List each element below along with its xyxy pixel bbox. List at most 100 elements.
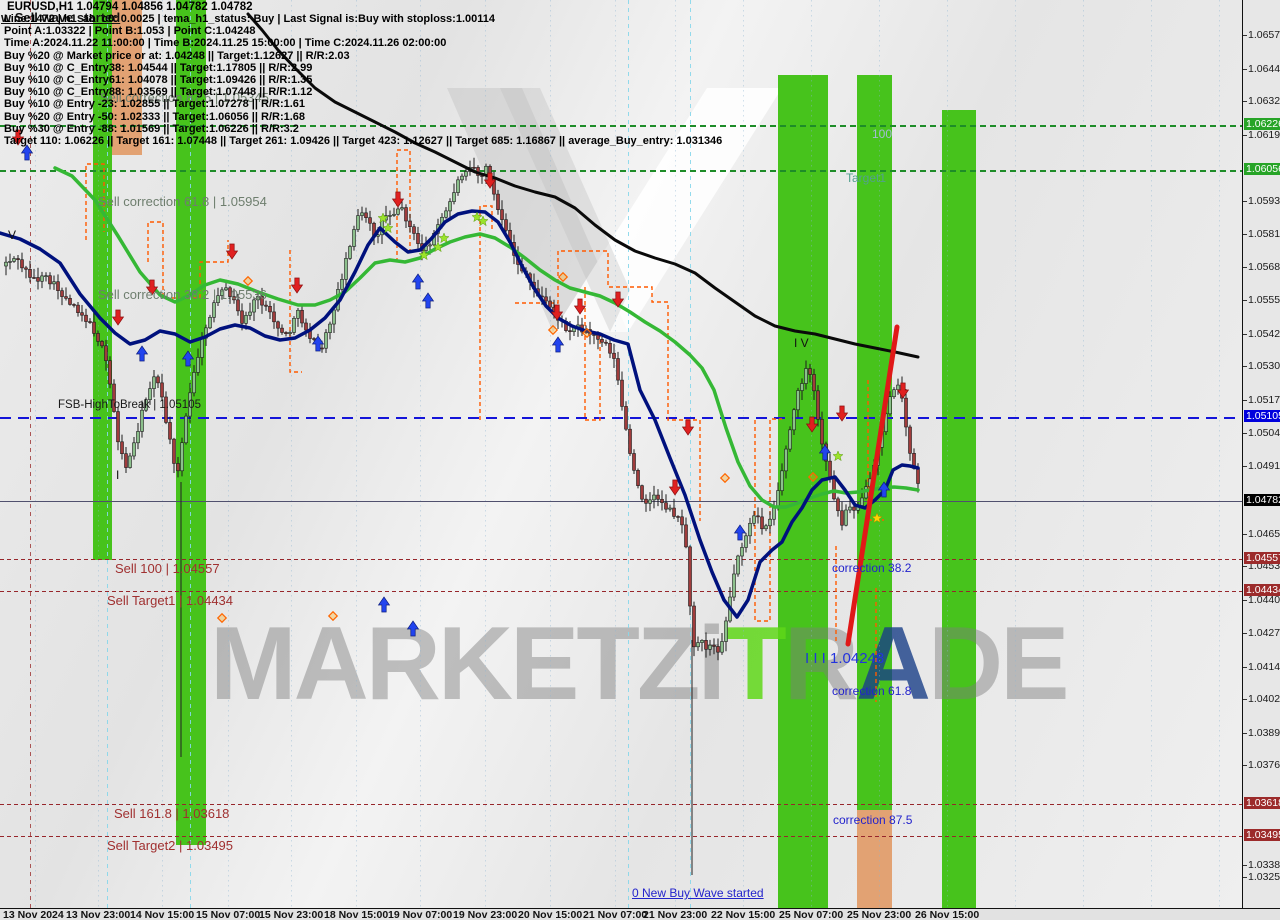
time-tick-label: 19 Nov 07:00 <box>388 909 453 920</box>
breakout-diamond-icon <box>807 471 819 483</box>
price-tick-mark <box>1243 69 1247 70</box>
time-axis[interactable]: 13 Nov 2024 13 Nov 23:00 14 Nov 15:00 15 No… <box>0 908 1280 920</box>
breakout-diamond-icon <box>719 472 731 484</box>
sell-arrow-icon <box>550 304 564 321</box>
annotation-label: I I I 1.04248 <box>805 650 885 667</box>
buy-arrow-icon <box>411 273 425 290</box>
sell-arrow-icon <box>668 479 682 496</box>
time-tick-label: 19 Nov 23:00 <box>453 909 518 920</box>
marker-vline <box>190 0 191 908</box>
price-badge: 1.04782 <box>1244 494 1280 506</box>
grid-vline <box>615 0 616 908</box>
price-axis[interactable]: 1.06575 1.06445 1.06320 1.06190 1.05935 1.058… <box>1242 0 1280 908</box>
ma-navy-line <box>0 209 920 619</box>
buy-arrow-icon <box>181 350 195 367</box>
buy-arrow-icon <box>733 524 747 541</box>
price-tick-mark <box>1243 600 1247 601</box>
annotation-label: 0 New Buy Wave started <box>632 886 764 900</box>
signal-zone <box>857 810 892 908</box>
annotation-label: I <box>116 468 120 482</box>
buy-arrow-icon <box>311 335 325 352</box>
price-tick-mark <box>1243 466 1247 467</box>
annotation-label: Sell Target2 | 1.03495 <box>107 838 234 853</box>
level-line <box>0 170 1242 172</box>
sell-arrow-icon <box>611 291 625 308</box>
sell-arrow-icon <box>805 416 819 433</box>
level-line <box>0 804 1242 805</box>
info-line-6: Buy %10 @ C_Entry88: 1.03569 || Target:1… <box>4 86 313 99</box>
price-tick-mark <box>1243 633 1247 634</box>
price-badge: 1.06226 <box>1244 118 1280 130</box>
annotation-label: correction 38.2 <box>832 561 912 575</box>
annotation-label: Target1 <box>846 171 887 185</box>
info-line-1: Point A:1.03322 | Point B:1.053 | Point … <box>4 25 256 38</box>
time-tick-label: 20 Nov 15:00 <box>518 909 583 920</box>
grid-vline <box>291 0 292 908</box>
signal-zone <box>112 0 142 155</box>
price-badge: 1.06056 <box>1244 163 1280 175</box>
annotation-label: correction 61.8 <box>832 684 912 698</box>
price-tick-label: 1.05810 <box>1248 228 1280 240</box>
sell-arrow-icon <box>573 298 587 315</box>
chart-area[interactable]: MARKETZiTRADE w Sell wave started Sell co… <box>0 0 1242 908</box>
price-badge: 1.04557 <box>1244 552 1280 564</box>
price-badge: 1.03618 <box>1244 797 1280 809</box>
time-tick-label: 22 Nov 15:00 <box>711 909 776 920</box>
price-tick-label: 1.03890 <box>1248 727 1280 739</box>
price-tick-mark <box>1243 300 1247 301</box>
annotation-label: 100 <box>872 127 893 141</box>
price-tick-label: 1.05680 <box>1248 261 1280 273</box>
sell-arrow-icon <box>145 279 159 296</box>
price-tick-label: 1.04145 <box>1248 661 1280 673</box>
channel-line <box>85 163 105 240</box>
price-tick-mark <box>1243 135 1247 136</box>
info-line-8: Buy %20 @ Entry -50: 1.02333 || Target:1… <box>4 110 306 123</box>
price-tick-mark <box>1243 201 1247 202</box>
price-tick-label: 1.06445 <box>1248 63 1280 75</box>
grid-vline <box>420 0 421 908</box>
sell-arrow-icon <box>111 309 125 326</box>
info-line-5: Buy %10 @ C_Entry61: 1.04078 || Target:1… <box>4 74 313 87</box>
channel-line <box>515 250 701 521</box>
price-tick-mark <box>1243 366 1247 367</box>
grid-vline <box>356 0 357 908</box>
grid-vline <box>1219 0 1220 908</box>
annotation-label: Sell correction 38.2 | 1.05536 <box>98 287 267 302</box>
ma-black-line <box>246 12 920 359</box>
grid-vline <box>228 0 229 908</box>
marker-vline <box>628 0 629 908</box>
price-badge: 1.05105 <box>1244 410 1280 422</box>
watermark-a: A <box>855 606 931 722</box>
annotation-label: FSB-HighToBreak | 1.05105 <box>58 399 201 411</box>
grid-vline <box>1015 0 1016 908</box>
lime-star-icon <box>418 249 430 261</box>
candles <box>4 157 920 661</box>
price-tick-label: 1.06575 <box>1248 29 1280 41</box>
grid-vline <box>743 0 744 908</box>
annotation-label: V <box>8 228 17 242</box>
signal-zone <box>942 110 976 908</box>
price-tick-mark <box>1243 566 1247 567</box>
annotation-label: Sell 100 | 1.04557 <box>115 561 220 576</box>
buy-arrow-icon <box>421 292 435 309</box>
chart-canvas[interactable] <box>0 0 1242 908</box>
price-tick-mark <box>1243 400 1247 401</box>
time-tick-label: 14 Nov 15:00 <box>130 909 195 920</box>
watermark-t: T <box>723 606 787 722</box>
price-tick-label: 1.04400 <box>1248 594 1280 606</box>
sell-arrow-icon <box>896 382 910 399</box>
price-tick-mark <box>1243 334 1247 335</box>
grid-vline <box>35 0 36 908</box>
price-tick-label: 1.05300 <box>1248 360 1280 372</box>
time-tick-label: 26 Nov 15:00 <box>915 909 980 920</box>
time-tick-label: 15 Nov 07:00 <box>196 909 261 920</box>
info-line-2: Time A:2024.11.22 11:00:00 | Time B:2024… <box>4 37 447 50</box>
buy-arrow-icon <box>877 481 891 498</box>
breakout-diamond-icon <box>242 275 254 287</box>
breakout-diamond-icon <box>547 324 559 336</box>
marker-vline <box>690 0 691 908</box>
symbol-title: EURUSD,H1 1.04794 1.04856 1.04782 1.0478… <box>7 1 253 13</box>
lime-star-icon <box>382 222 394 234</box>
annotation-label: Sell correction 87.5 | 1.05345 <box>100 90 269 105</box>
